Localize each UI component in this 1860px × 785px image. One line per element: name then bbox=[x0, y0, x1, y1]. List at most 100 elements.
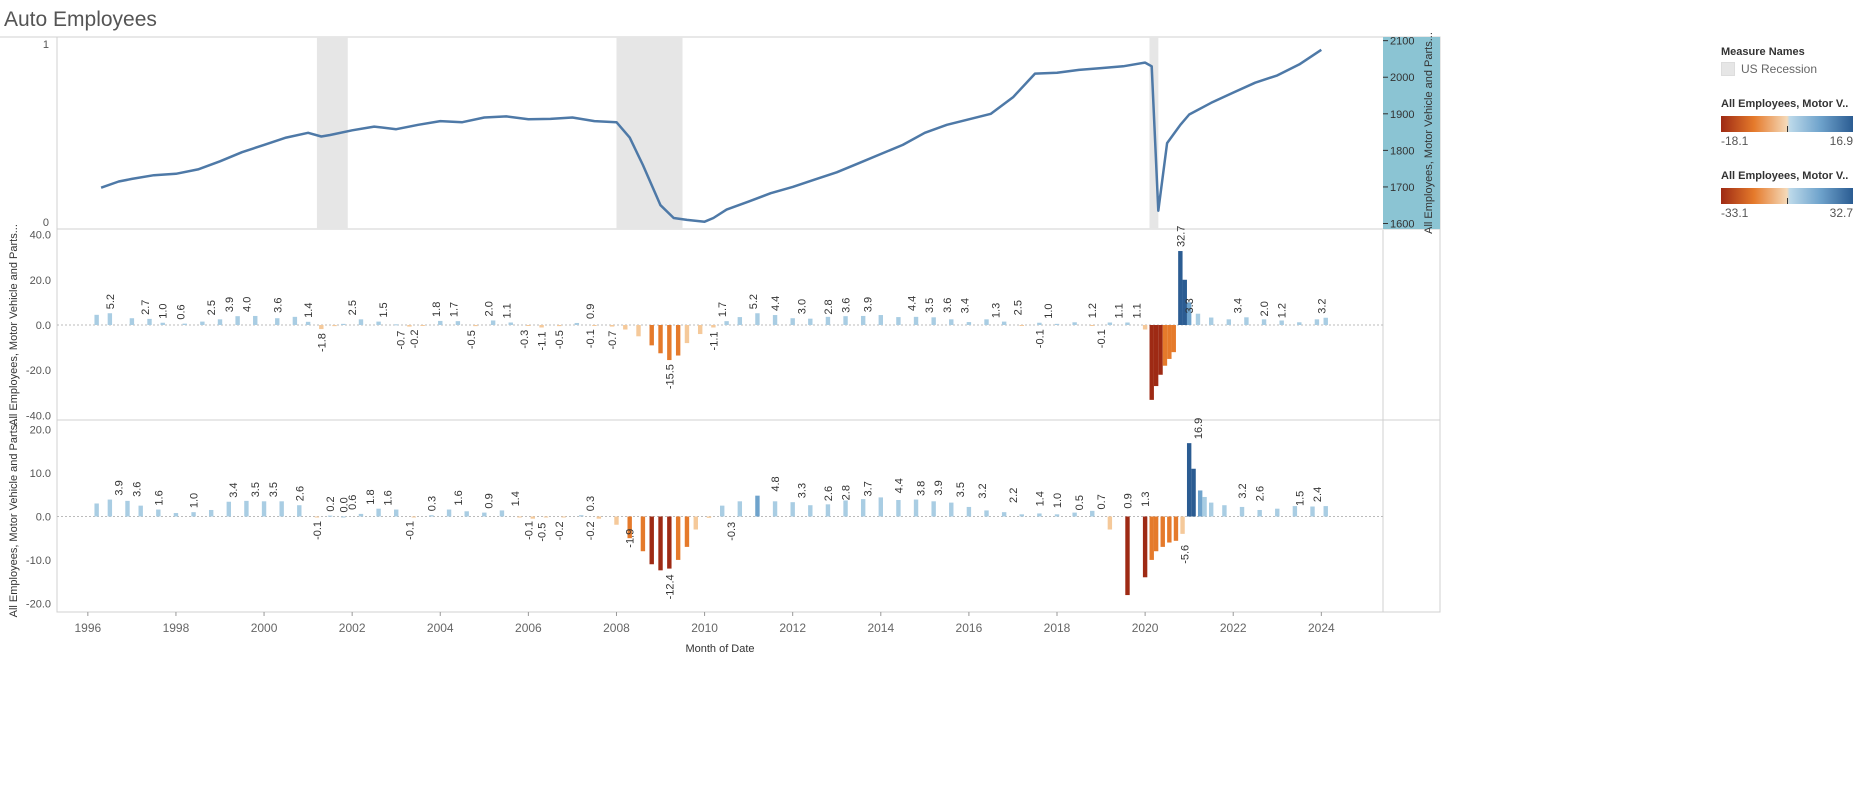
mid-pane-data-label: 3.4 bbox=[1233, 298, 1245, 313]
bottom-pane-bar bbox=[327, 515, 333, 517]
mid-pane-bar bbox=[949, 319, 954, 325]
mid-pane-bar bbox=[790, 318, 795, 325]
mid-pane-data-label: 1.2 bbox=[1277, 303, 1289, 318]
y-tick-label: -20.0 bbox=[26, 598, 51, 610]
mid-pane-bar bbox=[217, 319, 223, 325]
mid-pane-bar bbox=[675, 325, 681, 356]
mid-pane-data-label: -0.7 bbox=[396, 331, 408, 350]
bottom-pane-bar bbox=[376, 508, 381, 517]
bottom-pane-data-label: -0.2 bbox=[585, 521, 597, 540]
mid-pane-data-label: 1.0 bbox=[1043, 303, 1055, 318]
x-tick-label: 2024 bbox=[1308, 621, 1335, 635]
bottom-pane-bar bbox=[1090, 510, 1095, 517]
mid-pane-bar bbox=[332, 325, 337, 327]
mid-pane-data-label: 4.0 bbox=[241, 297, 253, 312]
mid-pane-bar bbox=[1149, 325, 1154, 400]
bottom-pane-y-axis-title: All Employees, Motor Vehicle and Parts..… bbox=[8, 416, 20, 618]
bottom-pane-bar bbox=[314, 516, 320, 518]
bottom-pane-bar bbox=[94, 503, 99, 517]
bottom-pane-data-label: 0.0 bbox=[338, 497, 350, 512]
bottom-pane-data-label: 2.8 bbox=[841, 485, 853, 500]
mid-pane-bar bbox=[1208, 317, 1214, 325]
mid-pane-bar bbox=[394, 324, 399, 326]
mid-pane-bar bbox=[1314, 319, 1320, 325]
bottom-pane-bar bbox=[1167, 516, 1172, 543]
mid-pane-bar bbox=[1297, 322, 1302, 325]
mid-pane-data-label: -1.1 bbox=[537, 331, 549, 350]
bottom-pane-data-label: 0.3 bbox=[426, 496, 438, 511]
mid-pane-bar bbox=[966, 322, 972, 325]
legend-title-ramp-top: All Employees, Motor V.. bbox=[1721, 98, 1849, 110]
mid-pane-bar bbox=[1195, 313, 1201, 325]
mid-pane-bar bbox=[1090, 325, 1095, 326]
mid-pane-bar bbox=[1037, 322, 1042, 325]
bottom-pane-data-label: 4.8 bbox=[770, 476, 782, 491]
mid-pane-bar bbox=[592, 325, 597, 326]
bottom-pane-bar bbox=[860, 499, 866, 517]
mid-pane-data-label: 1.1 bbox=[501, 303, 513, 318]
mid-pane-bar bbox=[649, 325, 654, 346]
mid-pane-data-label: 4.4 bbox=[907, 296, 919, 311]
y-tick-label: 20.0 bbox=[30, 275, 51, 287]
right-axis-band bbox=[1383, 37, 1440, 229]
bottom-pane-bar bbox=[279, 501, 284, 517]
series-line-employees bbox=[100, 48, 1322, 223]
bottom-pane-bar bbox=[561, 516, 566, 518]
bottom-pane-bar bbox=[1160, 516, 1165, 547]
mid-pane-bar bbox=[1167, 325, 1172, 359]
bottom-pane-data-label: -5.6 bbox=[1180, 545, 1192, 564]
right-y-axis-title: All Employees, Motor Vehicle and Parts..… bbox=[1423, 32, 1435, 234]
bottom-pane-data-label: 4.4 bbox=[893, 478, 905, 493]
color-ramp-bottom[interactable] bbox=[1721, 188, 1853, 204]
bottom-pane-bar bbox=[1153, 516, 1159, 552]
mid-pane-data-label: -1.8 bbox=[316, 333, 328, 352]
bottom-pane-bar bbox=[720, 505, 725, 517]
bottom-pane-bar bbox=[684, 516, 690, 547]
mid-pane-bar bbox=[667, 325, 672, 361]
mid-pane-data-label: 1.1 bbox=[1114, 303, 1126, 318]
mid-pane-bar bbox=[1158, 325, 1163, 375]
y-tick-label: 10.0 bbox=[30, 468, 51, 480]
color-ramp-top[interactable] bbox=[1721, 116, 1853, 132]
mid-pane-bar bbox=[1162, 325, 1168, 366]
x-tick-label: 2020 bbox=[1132, 621, 1159, 635]
left-y-tick-label: 1 bbox=[43, 39, 49, 51]
mid-pane-bar bbox=[1186, 302, 1192, 325]
mid-pane-bar bbox=[1142, 325, 1148, 330]
mid-pane-data-label: -15.5 bbox=[664, 364, 676, 389]
mid-pane-bar bbox=[319, 325, 324, 330]
ramp-bottom-min: -33.1 bbox=[1721, 206, 1749, 220]
bottom-pane-bar bbox=[530, 516, 535, 519]
mid-pane-bar bbox=[147, 318, 152, 325]
bottom-pane-bar bbox=[358, 513, 364, 517]
mid-pane-data-label: 3.6 bbox=[272, 298, 284, 313]
x-tick-label: 2018 bbox=[1044, 621, 1071, 635]
chart-area: 1600 1700 1800 1900 2000 2100 All Employees, M… bbox=[0, 32, 1441, 655]
legend-item-us-recession[interactable]: US Recession bbox=[1721, 62, 1859, 76]
mid-pane-bar bbox=[1178, 251, 1183, 325]
mid-pane-bar bbox=[160, 322, 165, 325]
bottom-pane-bar bbox=[341, 516, 346, 518]
mid-pane-data-label: 3.6 bbox=[841, 298, 853, 313]
mid-pane-bar bbox=[1279, 320, 1284, 325]
x-tick-label: 2010 bbox=[691, 621, 718, 635]
bottom-pane-bar bbox=[226, 501, 232, 517]
bottom-pane-bar bbox=[1186, 443, 1192, 517]
bottom-pane-bar bbox=[658, 516, 663, 571]
right-y-tick-label: 2000 bbox=[1390, 72, 1414, 84]
mid-pane-bar bbox=[557, 325, 562, 327]
bottom-pane-bar bbox=[913, 499, 919, 517]
mid-pane-data-label: 3.2 bbox=[1316, 298, 1328, 313]
right-y-tick-label: 1800 bbox=[1390, 145, 1414, 157]
bottom-pane-data-label: 3.5 bbox=[250, 482, 262, 497]
legend-title-ramp-bottom: All Employees, Motor V.. bbox=[1721, 170, 1849, 182]
bottom-pane-data-label: 3.3 bbox=[796, 483, 808, 498]
mid-pane-bar bbox=[931, 317, 936, 325]
bottom-pane-bar bbox=[1107, 516, 1113, 530]
x-axis-title: Month of Date bbox=[685, 643, 754, 655]
mid-pane-data-label: -1.1 bbox=[708, 331, 720, 350]
mid-pane-bar bbox=[808, 318, 813, 325]
bottom-pane-data-label: -0.5 bbox=[537, 523, 549, 542]
mid-pane-bar bbox=[473, 325, 478, 327]
bottom-pane-bar bbox=[825, 504, 831, 517]
